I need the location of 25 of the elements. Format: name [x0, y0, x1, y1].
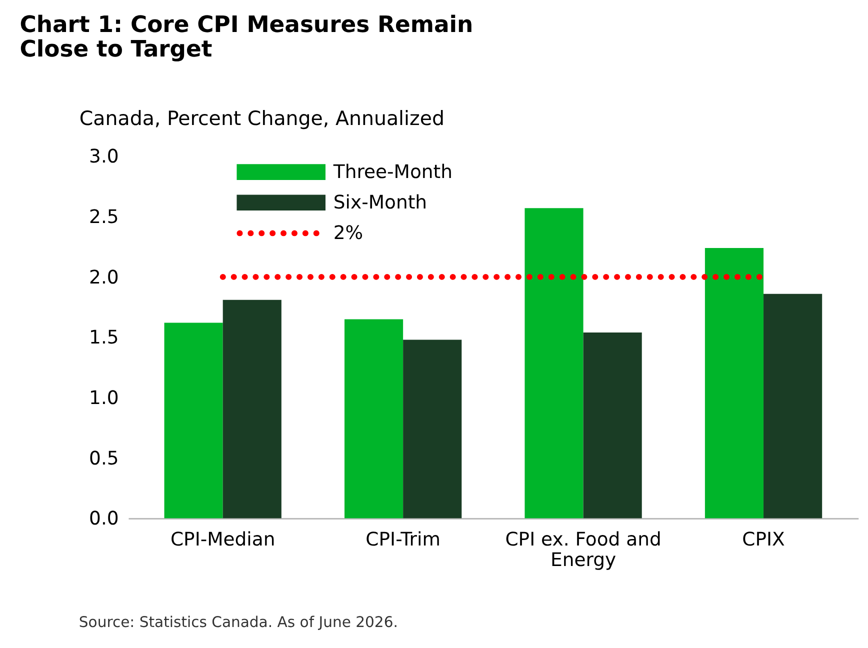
- bar: [704, 248, 764, 518]
- bar: [344, 319, 404, 518]
- x-tick-label: CPIX: [742, 529, 786, 550]
- legend-label: 2%: [333, 223, 364, 244]
- x-tick-label: CPI-Median: [170, 529, 276, 550]
- legend-label: Six-Month: [333, 192, 428, 214]
- y-axis-title: Canada, Percent Change, Annualized: [79, 107, 444, 130]
- y-tick-label: 3.0: [89, 146, 119, 168]
- y-tick-label: 1.5: [89, 328, 119, 349]
- y-tick-label: 2.5: [89, 207, 119, 228]
- legend-label: Three-Month: [332, 162, 453, 183]
- bar: [764, 294, 822, 518]
- bar: [583, 332, 642, 518]
- y-tick-label: 2.0: [89, 267, 119, 288]
- bar: [222, 300, 282, 518]
- x-tick-label: CPI ex. Food and Energy: [505, 529, 662, 572]
- x-tick-label: CPI-Trim: [366, 529, 440, 550]
- y-tick-label: 0.0: [89, 508, 119, 530]
- source-note: Source: Statistics Canada. As of June 2026.: [78, 614, 398, 631]
- y-tick-label: 0.5: [89, 448, 119, 470]
- chart-title: Chart 1: Core CPI Measures Remain Close to Target: [20, 12, 474, 63]
- bar: [403, 340, 462, 518]
- bar: [164, 322, 223, 518]
- y-tick-label: 1.0: [89, 388, 119, 410]
- bar: [524, 208, 584, 518]
